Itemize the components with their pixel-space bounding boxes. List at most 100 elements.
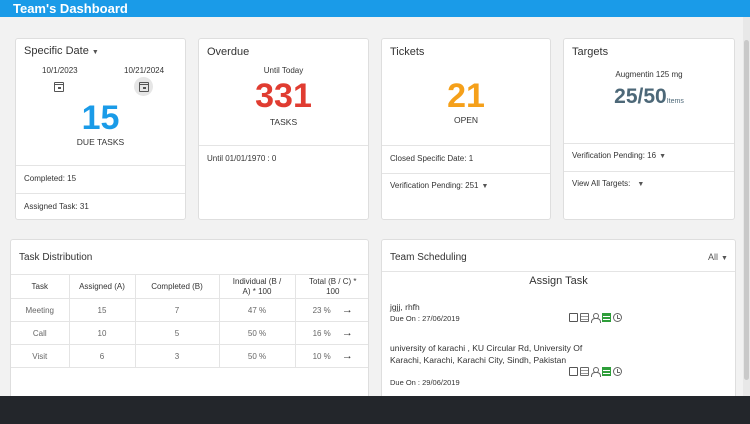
team-scheduling-card: Team Scheduling All ▼ Assign Task jgjj, r… bbox=[381, 239, 736, 399]
table-row: Meeting 15 7 47 % 23 % → bbox=[11, 298, 368, 322]
individual-cell: 50 % bbox=[219, 321, 296, 345]
chevron-down-icon: ▼ bbox=[721, 255, 728, 262]
total-cell: 16 % → bbox=[295, 321, 368, 345]
divider bbox=[382, 145, 550, 146]
column-header-task: Task bbox=[11, 274, 70, 299]
completed-cell: 3 bbox=[135, 344, 220, 368]
specific-date-dropdown[interactable]: Specific Date ▼ bbox=[24, 45, 99, 57]
task-cell: Meeting bbox=[11, 298, 70, 322]
add-user-icon[interactable] bbox=[591, 313, 601, 323]
specific-date-card: Specific Date ▼ 10/1/2023 10/21/2024 15 D… bbox=[15, 38, 186, 220]
tickets-card: Tickets 21 OPEN Closed Specific Date: 1 … bbox=[381, 38, 551, 220]
date-from-label: 10/1/2023 bbox=[42, 66, 78, 75]
calendar-icon[interactable] bbox=[569, 313, 578, 322]
divider bbox=[199, 145, 368, 146]
column-header-total: Total (B / C) * 100 bbox=[295, 274, 368, 299]
scheduling-filter-dropdown[interactable]: All ▼ bbox=[708, 252, 728, 262]
task-actions bbox=[569, 367, 622, 377]
tickets-verification-label: Verification Pending: 251 bbox=[390, 181, 479, 190]
arrow-right-icon[interactable]: → bbox=[341, 350, 353, 362]
tickets-count: 21 bbox=[447, 77, 485, 115]
divider bbox=[16, 193, 185, 194]
specific-date-title: Specific Date bbox=[24, 45, 89, 57]
target-progress: 25/50Items bbox=[564, 85, 734, 109]
arrow-right-icon[interactable]: → bbox=[341, 304, 353, 316]
overdue-subtitle: Until Today bbox=[263, 66, 304, 75]
scheduled-task-due-date: Due On : 27/06/2019 bbox=[390, 314, 460, 323]
tickets-verification-dropdown[interactable]: Verification Pending: 251 ▼ bbox=[390, 181, 488, 190]
list-icon[interactable] bbox=[602, 313, 611, 322]
scheduling-filter-label: All bbox=[708, 252, 719, 262]
total-value: 23 % bbox=[312, 306, 331, 315]
overdue-count: 331 bbox=[255, 77, 312, 115]
arrow-right-icon[interactable]: → bbox=[341, 327, 353, 339]
tickets-count-label: OPEN bbox=[453, 115, 479, 125]
column-header-assigned: Assigned (A) bbox=[69, 274, 136, 299]
assigned-cell: 6 bbox=[69, 344, 136, 368]
bottom-bar bbox=[0, 396, 750, 424]
scheduled-task-name: jgjj, rhfh bbox=[390, 302, 420, 312]
overdue-title: Overdue bbox=[207, 46, 250, 58]
team-scheduling-title: Team Scheduling bbox=[390, 252, 467, 263]
task-cell: Visit bbox=[11, 344, 70, 368]
assigned-cell: 10 bbox=[69, 321, 136, 345]
table-row: Call 10 5 50 % 16 % → bbox=[11, 321, 368, 345]
total-cell: 10 % → bbox=[295, 344, 368, 368]
chevron-down-icon: ▼ bbox=[659, 153, 666, 160]
overdue-card: Overdue Until Today 331 TASKS Until 01/0… bbox=[198, 38, 369, 220]
calendar-icon[interactable] bbox=[139, 82, 149, 92]
scrollbar-thumb[interactable] bbox=[744, 40, 749, 380]
chevron-down-icon: ▼ bbox=[91, 49, 99, 56]
calendar-icon[interactable] bbox=[54, 82, 64, 92]
targets-card: Targets Augmentin 125 mg 25/50Items Veri… bbox=[563, 38, 735, 220]
divider bbox=[382, 173, 550, 174]
total-cell: 23 % → bbox=[295, 298, 368, 322]
history-icon[interactable] bbox=[613, 313, 622, 322]
targets-verification-dropdown[interactable]: Verification Pending: 16 ▼ bbox=[572, 151, 666, 160]
clipboard-icon[interactable] bbox=[580, 367, 589, 376]
targets-verification-label: Verification Pending: 16 bbox=[572, 151, 657, 160]
individual-cell: 47 % bbox=[219, 298, 296, 322]
view-all-targets-label: View All Targets: bbox=[572, 179, 631, 188]
task-distribution-title: Task Distribution bbox=[19, 252, 93, 263]
closed-specific-date-label: Closed Specific Date: 1 bbox=[390, 154, 474, 163]
assigned-task-label: Assigned Task: 31 bbox=[24, 202, 89, 211]
overdue-until-label: Until 01/01/1970 : 0 bbox=[207, 154, 277, 163]
dashboard-header: Team's Dashboard bbox=[0, 0, 750, 17]
divider bbox=[16, 165, 185, 166]
target-product-label: Augmentin 125 mg bbox=[615, 70, 683, 79]
table-header-row: Task Assigned (A) Completed (B) Individu… bbox=[11, 274, 368, 299]
due-tasks-count: 15 bbox=[81, 99, 120, 137]
calendar-icon[interactable] bbox=[569, 367, 578, 376]
divider bbox=[564, 143, 734, 144]
completed-label: Completed: 15 bbox=[24, 174, 77, 183]
table-row: Visit 6 3 50 % 10 % → bbox=[11, 344, 368, 368]
divider bbox=[564, 171, 734, 172]
completed-cell: 5 bbox=[135, 321, 220, 345]
clipboard-icon[interactable] bbox=[580, 313, 589, 322]
target-progress-value: 25/50 bbox=[614, 85, 667, 108]
targets-title: Targets bbox=[572, 46, 609, 58]
target-unit-label: Items bbox=[666, 98, 684, 105]
add-user-icon[interactable] bbox=[591, 367, 601, 377]
assigned-cell: 15 bbox=[69, 298, 136, 322]
list-icon[interactable] bbox=[602, 367, 611, 376]
scheduled-task-due-date: Due On : 29/06/2019 bbox=[390, 378, 460, 387]
task-distribution-card: Task Distribution Task Assigned (A) Comp… bbox=[10, 239, 369, 399]
individual-cell: 50 % bbox=[219, 344, 296, 368]
completed-cell: 7 bbox=[135, 298, 220, 322]
tickets-title: Tickets bbox=[390, 46, 425, 58]
divider bbox=[382, 271, 735, 272]
chevron-down-icon: ▼ bbox=[481, 183, 489, 190]
view-all-targets-dropdown[interactable]: View All Targets: ▼ bbox=[572, 179, 644, 188]
overdue-count-label: TASKS bbox=[269, 117, 298, 127]
column-header-completed: Completed (B) bbox=[135, 274, 220, 299]
task-cell: Call bbox=[11, 321, 70, 345]
scheduled-task-name: university of karachi , KU Circular Rd, … bbox=[390, 343, 583, 365]
history-icon[interactable] bbox=[613, 367, 622, 376]
chevron-down-icon: ▼ bbox=[637, 181, 645, 188]
total-value: 16 % bbox=[312, 329, 331, 338]
page-title: Team's Dashboard bbox=[13, 1, 128, 16]
task-distribution-table: Task Assigned (A) Completed (B) Individu… bbox=[11, 274, 368, 368]
assign-task-heading: Assign Task bbox=[529, 275, 588, 287]
